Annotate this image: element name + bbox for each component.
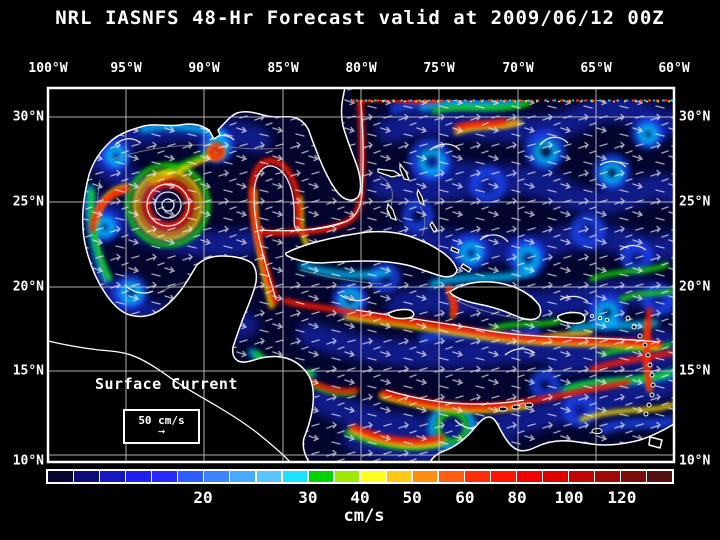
vector-scale-box: 50 cm/s → xyxy=(123,409,200,444)
puerto-rico-land xyxy=(557,311,586,325)
colorbar-cell xyxy=(621,471,646,482)
longitude-tick-label: 85°W xyxy=(267,61,299,76)
lesser-antilles-islands xyxy=(498,314,656,434)
colorbar-cell xyxy=(569,471,594,482)
colorbar-cell xyxy=(48,471,73,482)
colorbar-tick-label: 80 xyxy=(507,488,527,507)
surface-current-label: Surface Current xyxy=(95,375,238,393)
domain-mask xyxy=(352,88,674,100)
longitude-tick-label: 100°W xyxy=(28,61,68,76)
colorbar-cell xyxy=(412,471,438,482)
latitude-tick-label-right: 25°N xyxy=(679,194,711,210)
colorbar-tick-label: 100 xyxy=(554,488,584,507)
colorbar-cell xyxy=(100,471,125,482)
longitude-tick-label: 90°W xyxy=(188,61,220,76)
map-frame xyxy=(46,86,676,464)
latitude-tick-label-right: 15°N xyxy=(679,363,711,379)
jamaica-land xyxy=(387,308,415,320)
colorbar-tick-label: 50 xyxy=(402,488,422,507)
colorbar-tick-label: 40 xyxy=(350,488,370,507)
bahamas-islands xyxy=(377,162,472,273)
latitude-tick-label-left: 20°N xyxy=(12,279,44,295)
cuba-land xyxy=(285,230,458,278)
colorbar-cell xyxy=(438,471,464,482)
latitude-tick-label-left: 15°N xyxy=(12,363,44,379)
longitude-tick-label: 70°W xyxy=(502,61,534,76)
colorbar-tick-label: 30 xyxy=(298,488,318,507)
colorbar-cell xyxy=(334,471,360,482)
trinidad-land xyxy=(648,436,663,449)
colorbar-cell xyxy=(386,471,412,482)
colorbar-cell xyxy=(256,471,282,482)
colorbar-tick-label: 120 xyxy=(607,488,637,507)
colorbar-cell xyxy=(595,471,620,482)
latitude-tick-label-left: 30°N xyxy=(12,109,44,125)
colorbar-cell xyxy=(465,471,490,482)
colorbar-cell xyxy=(178,471,203,482)
longitude-tick-label: 80°W xyxy=(345,61,377,76)
colorbar-cell xyxy=(204,471,229,482)
vector-scale-arrow-icon: → xyxy=(157,424,166,438)
figure-title: NRL IASNFS 48-Hr Forecast valid at 2009/… xyxy=(55,7,665,29)
colorbar-cell xyxy=(360,471,386,482)
colorbar-tick-label: 20 xyxy=(193,488,213,507)
latitude-tick-label-right: 30°N xyxy=(679,109,711,125)
colorbar-unit: cm/s xyxy=(343,506,385,526)
longitude-tick-label: 65°W xyxy=(580,61,612,76)
colorbar-cell xyxy=(517,471,542,482)
colorbar-cell xyxy=(308,471,334,482)
colorbar-cell xyxy=(126,471,151,482)
colorbar-cell xyxy=(491,471,516,482)
domain-edge-speckle xyxy=(352,99,674,103)
vector-scale-value: 50 cm/s xyxy=(138,414,185,427)
latitude-tick-label-right: 10°N xyxy=(679,453,711,469)
longitude-tick-label: 95°W xyxy=(110,61,142,76)
colorbar-cell xyxy=(74,471,99,482)
latitude-tick-label-right: 20°N xyxy=(679,279,711,295)
colorbar-cell xyxy=(647,471,672,482)
colorbar-cell xyxy=(152,471,177,482)
graticule xyxy=(48,88,674,462)
colorbar-cells xyxy=(46,469,674,484)
latitude-tick-label-left: 25°N xyxy=(12,194,44,210)
colorbar-tick-label: 60 xyxy=(455,488,475,507)
longitude-tick-label: 75°W xyxy=(423,61,455,76)
colorbar-cell xyxy=(230,471,255,482)
colorbar-cell xyxy=(543,471,568,482)
colorbar-cell xyxy=(282,471,308,482)
pacific-coastline xyxy=(48,340,291,462)
latitude-tick-label-left: 10°N xyxy=(12,453,44,469)
longitude-tick-label: 60°W xyxy=(658,61,690,76)
